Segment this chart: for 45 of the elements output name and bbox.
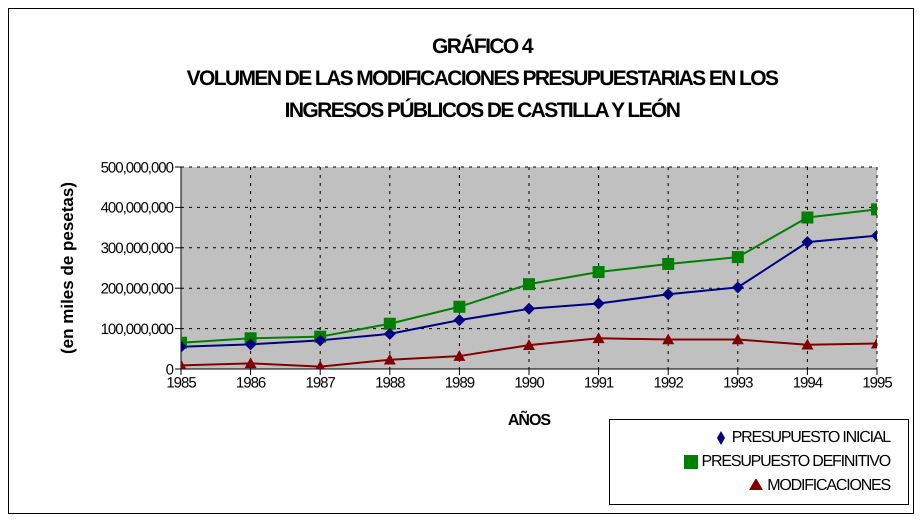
point: [592, 332, 605, 344]
point: [732, 281, 744, 294]
point: [662, 288, 674, 300]
point: [801, 338, 814, 350]
point: [592, 266, 605, 278]
point: [384, 328, 396, 340]
x-tick-label: 1986: [236, 374, 266, 392]
point: [453, 350, 466, 361]
point: [314, 334, 326, 346]
point: [732, 334, 744, 344]
x-tick-label: 1994: [792, 374, 823, 392]
x-tick-label: 1989: [444, 374, 475, 392]
legend-label: PRESUPUESTO DEFINITIVO: [702, 453, 890, 470]
point: [801, 236, 814, 248]
legend-label: MODIFICACIONES: [767, 477, 890, 494]
x-tick-label: 1995: [862, 374, 892, 392]
point: [384, 354, 396, 365]
point: [732, 251, 744, 264]
point: [662, 258, 674, 270]
point: [384, 318, 396, 330]
x-tick-label: 1991: [584, 374, 614, 392]
x-tick-label: 1993: [723, 374, 754, 392]
x-tick-label: 1990: [514, 374, 544, 392]
point: [662, 334, 674, 344]
point: [244, 357, 257, 368]
point: [523, 278, 535, 290]
point: [523, 339, 535, 350]
legend-label: PRESUPUESTO INICIAL: [732, 429, 890, 446]
point: [801, 212, 814, 224]
x-tick-label: 1988: [375, 374, 406, 392]
y-tick-label: 200,000,000: [100, 280, 174, 298]
point: [453, 314, 466, 326]
point: [453, 300, 466, 313]
point: [244, 338, 257, 350]
x-tick-label: 1987: [306, 374, 336, 392]
x-axis-title: AÑOS: [508, 410, 552, 429]
chart-title: GRÁFICO 4 VOLUMEN DE LAS MODIFICACIONES PRESUPUESTARIAS EN LOS INGRESOS PÚBLICOS DE CASTILLA Y LEÓN: [186, 33, 779, 124]
y-tick-label: 500,000,000: [100, 159, 174, 176]
y-tick-label: 300,000,000: [100, 240, 174, 258]
y-tick-label: 100,000,000: [100, 320, 174, 338]
point: [592, 298, 605, 310]
y-tick-label: 400,000,000: [100, 200, 174, 217]
y-axis-title: (en miles de pesetas): [58, 182, 78, 354]
point: [523, 302, 535, 315]
x-tick-label: 1992: [654, 374, 684, 392]
